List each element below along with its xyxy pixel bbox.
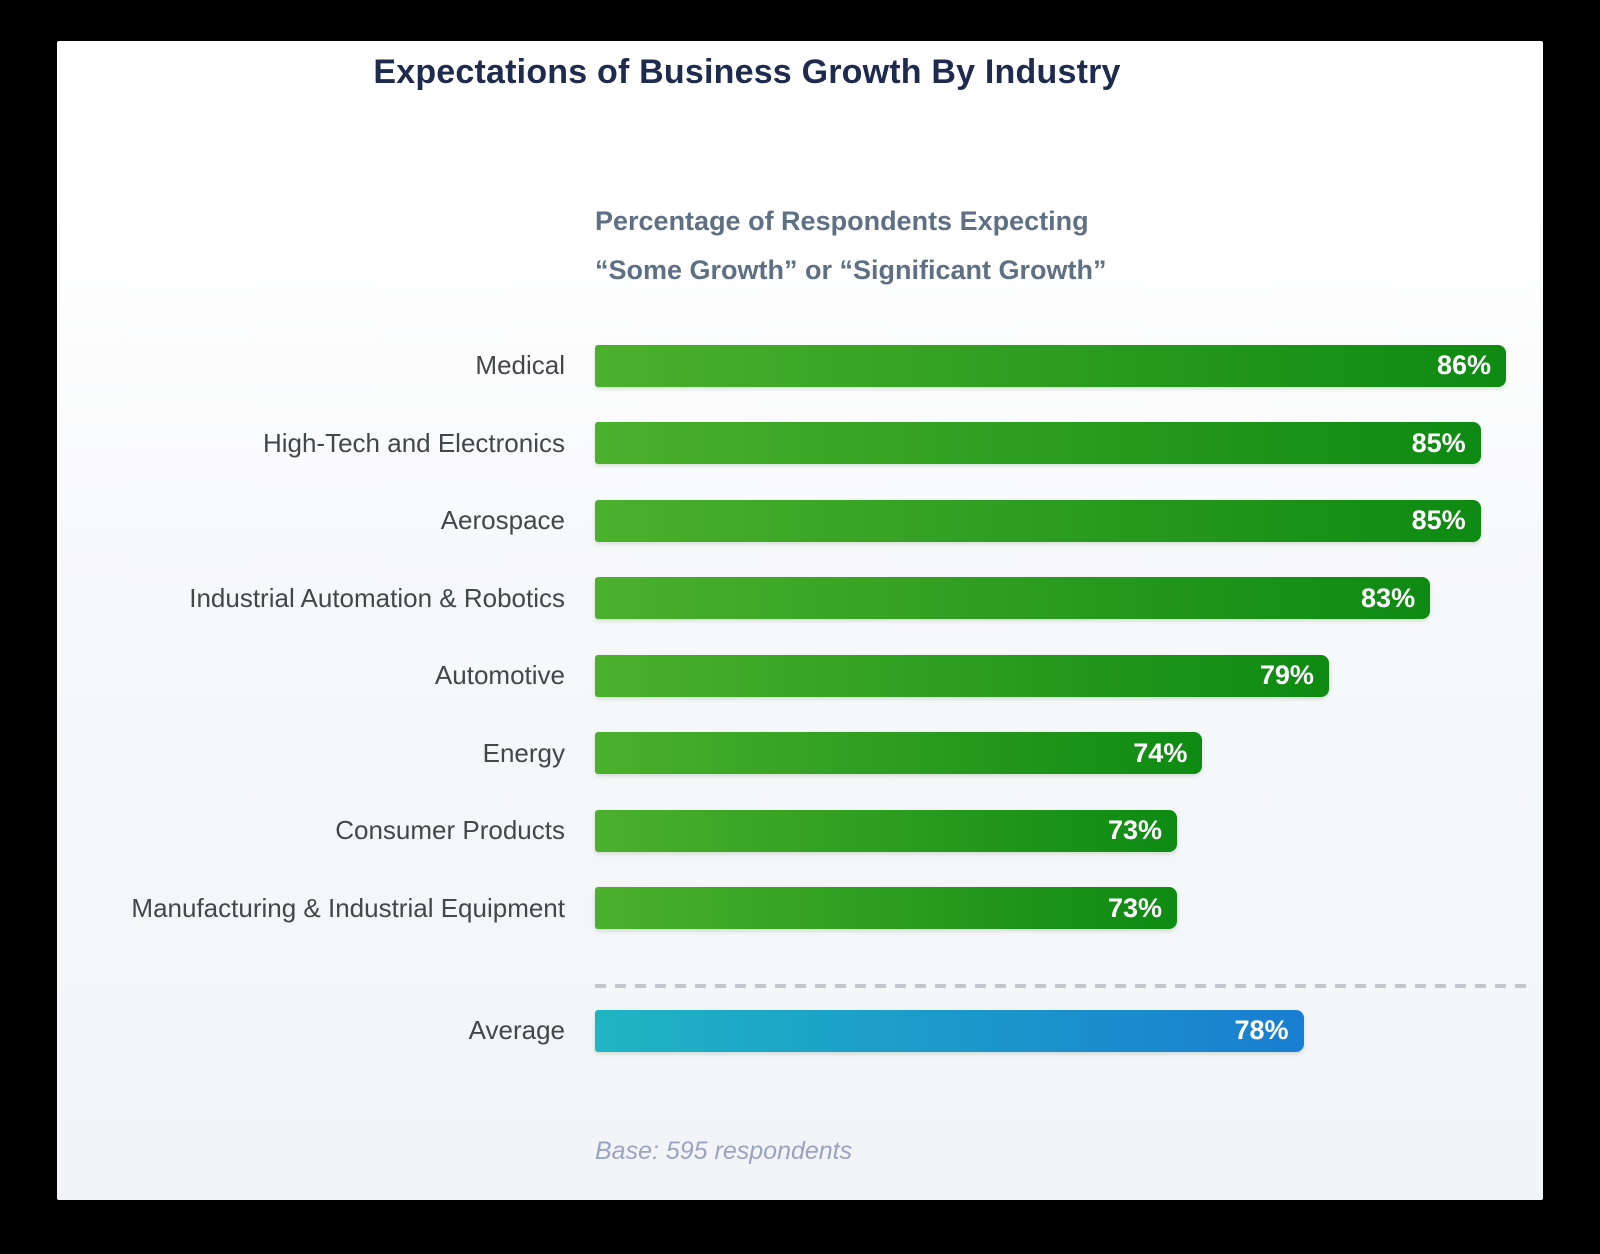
bar-value-label: 78% [1234,1015,1289,1046]
chart-title: Expectations of Business Growth By Indus… [373,53,1121,91]
bar-track: 85% [595,499,1506,542]
category-label: High-Tech and Electronics [262,427,565,458]
bar-value-label: 73% [1107,892,1163,923]
bar-track: 73% [595,809,1506,852]
category-label: Energy [482,737,565,768]
bar: 85% [595,422,1481,465]
bar-value-label: 83% [1361,582,1416,613]
bar-row: High-Tech and Electronics 85% [57,405,1543,483]
category-label: Automotive [434,660,565,691]
base-note: Base: 595 respondents [595,1137,853,1165]
bar: 79% [595,654,1329,697]
average-divider-dashed-line [595,984,1533,988]
bar-row: Medical 86% [57,327,1543,405]
bar: 78% [595,1009,1304,1052]
category-label: Aerospace [440,505,565,536]
chart-subtitle: Percentage of Respondents Expecting “Som… [595,197,1107,295]
bar: 83% [595,577,1431,620]
bar-value-label: 86% [1436,350,1491,381]
bar-row: Automotive 79% [57,637,1543,715]
bar-track: 73% [595,887,1506,930]
bar-track: 74% [595,732,1506,775]
bar: 85% [595,499,1481,542]
category-label: Industrial Automation & Robotics [189,582,565,613]
bar-value-label: 85% [1411,427,1466,458]
bar-track: 83% [595,577,1506,620]
subtitle-line-2: “Some Growth” or “Significant Growth” [595,255,1107,285]
bar: 73% [595,887,1178,930]
bar-track: 78% [595,1009,1506,1052]
bar-value-label: 79% [1259,660,1314,691]
bar: 74% [595,732,1203,775]
category-label: Consumer Products [335,815,565,846]
subtitle-line-1: Percentage of Respondents Expecting [595,206,1089,236]
bar: 73% [595,809,1178,852]
bar-row: Industrial Automation & Robotics 83% [57,560,1543,638]
bar-row: Consumer Products 73% [57,792,1543,870]
bar-row: Manufacturing & Industrial Equipment 73% [57,870,1543,948]
bar: 86% [595,344,1506,387]
bar-row: Aerospace 85% [57,482,1543,560]
category-label: Medical [475,350,565,381]
bar-track: 85% [595,422,1506,465]
category-label: Average [468,1015,565,1046]
chart-card: Expectations of Business Growth By Indus… [57,41,1543,1200]
bar-row: Average 78% [57,992,1543,1070]
bar-value-label: 73% [1107,815,1163,846]
bar-value-label: 74% [1133,737,1188,768]
average-row-container: Average 78% [57,992,1543,1070]
bar-row: Energy 74% [57,715,1543,793]
industry-bars: Medical 86% High-Tech and Electronics 85… [57,327,1543,947]
bar-value-label: 85% [1411,505,1466,536]
category-label: Manufacturing & Industrial Equipment [131,892,565,923]
bar-track: 86% [595,344,1506,387]
bar-track: 79% [595,654,1506,697]
